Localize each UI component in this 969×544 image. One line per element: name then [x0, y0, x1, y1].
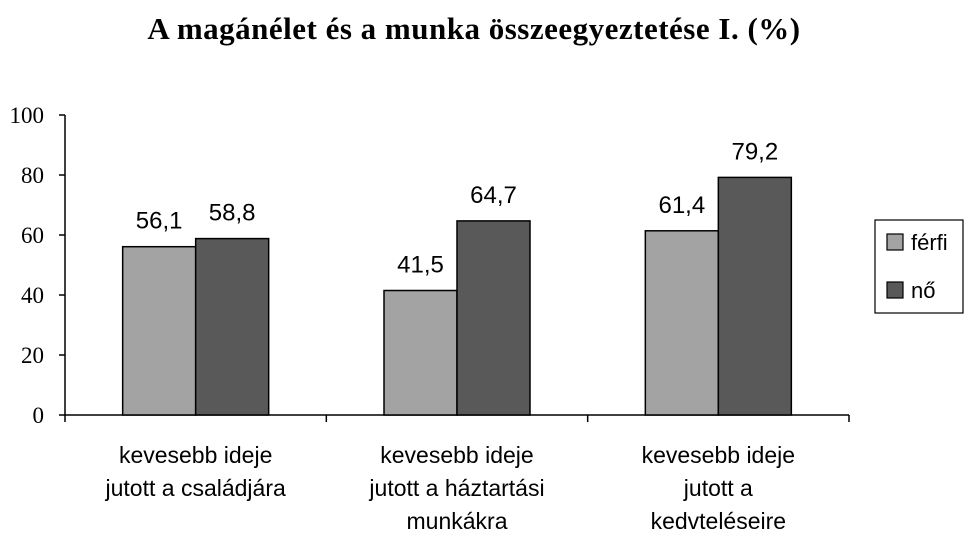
plot-area: 0 20 40 60 80 100 56,1 58,8 41,5 64,7 61,4 79,2 ke…: [10, 103, 850, 534]
legend: férfi nő: [874, 219, 964, 314]
y-tick-label: 60: [21, 223, 44, 248]
bar-no-2: [456, 220, 531, 416]
data-label: 79,2: [731, 138, 778, 165]
legend-label-no: nő: [911, 278, 935, 303]
category-label: kedvteléseire: [651, 508, 787, 534]
bar-no-3: [717, 176, 793, 416]
chart-title: A magánélet és a munka összeegyeztetése …: [147, 11, 800, 46]
bar-ferfi-1: [121, 245, 197, 416]
y-tick-label: 40: [21, 283, 44, 308]
category-label: kevesebb ideje: [119, 442, 272, 468]
x-axis-ticks: [64, 415, 850, 422]
category-label: jutott a: [683, 475, 753, 501]
data-label: 58,8: [209, 200, 256, 227]
category-label: kevesebb ideje: [642, 442, 795, 468]
legend-label-ferfi: férfi: [911, 230, 948, 255]
bar-no-1: [194, 237, 270, 416]
data-label: 64,7: [470, 182, 517, 209]
bar-ferfi-2: [383, 289, 458, 416]
y-tick-label: 80: [21, 163, 44, 188]
legend-swatch-no: [886, 281, 904, 299]
bars-group: [121, 176, 793, 416]
data-label: 41,5: [397, 252, 444, 279]
legend-swatch-ferfi: [886, 233, 904, 251]
data-label: 61,4: [658, 192, 705, 219]
category-label: munkákra: [407, 508, 508, 534]
y-tick-label: 20: [21, 343, 44, 368]
category-label: jutott a háztartási: [368, 475, 544, 501]
data-labels-group: 56,1 58,8 41,5 64,7 61,4 79,2: [136, 138, 778, 278]
category-label: kevesebb ideje: [380, 442, 533, 468]
data-label: 56,1: [136, 208, 183, 235]
bar-ferfi-3: [644, 230, 720, 416]
category-label: jutott a családjára: [105, 475, 286, 501]
y-tick-label: 0: [33, 403, 45, 428]
category-labels-group: kevesebb ideje jutott a családjára keveseb…: [105, 442, 796, 534]
y-tick-label: 100: [10, 103, 45, 128]
y-axis-ticks: 0 20 40 60 80 100: [10, 103, 65, 428]
